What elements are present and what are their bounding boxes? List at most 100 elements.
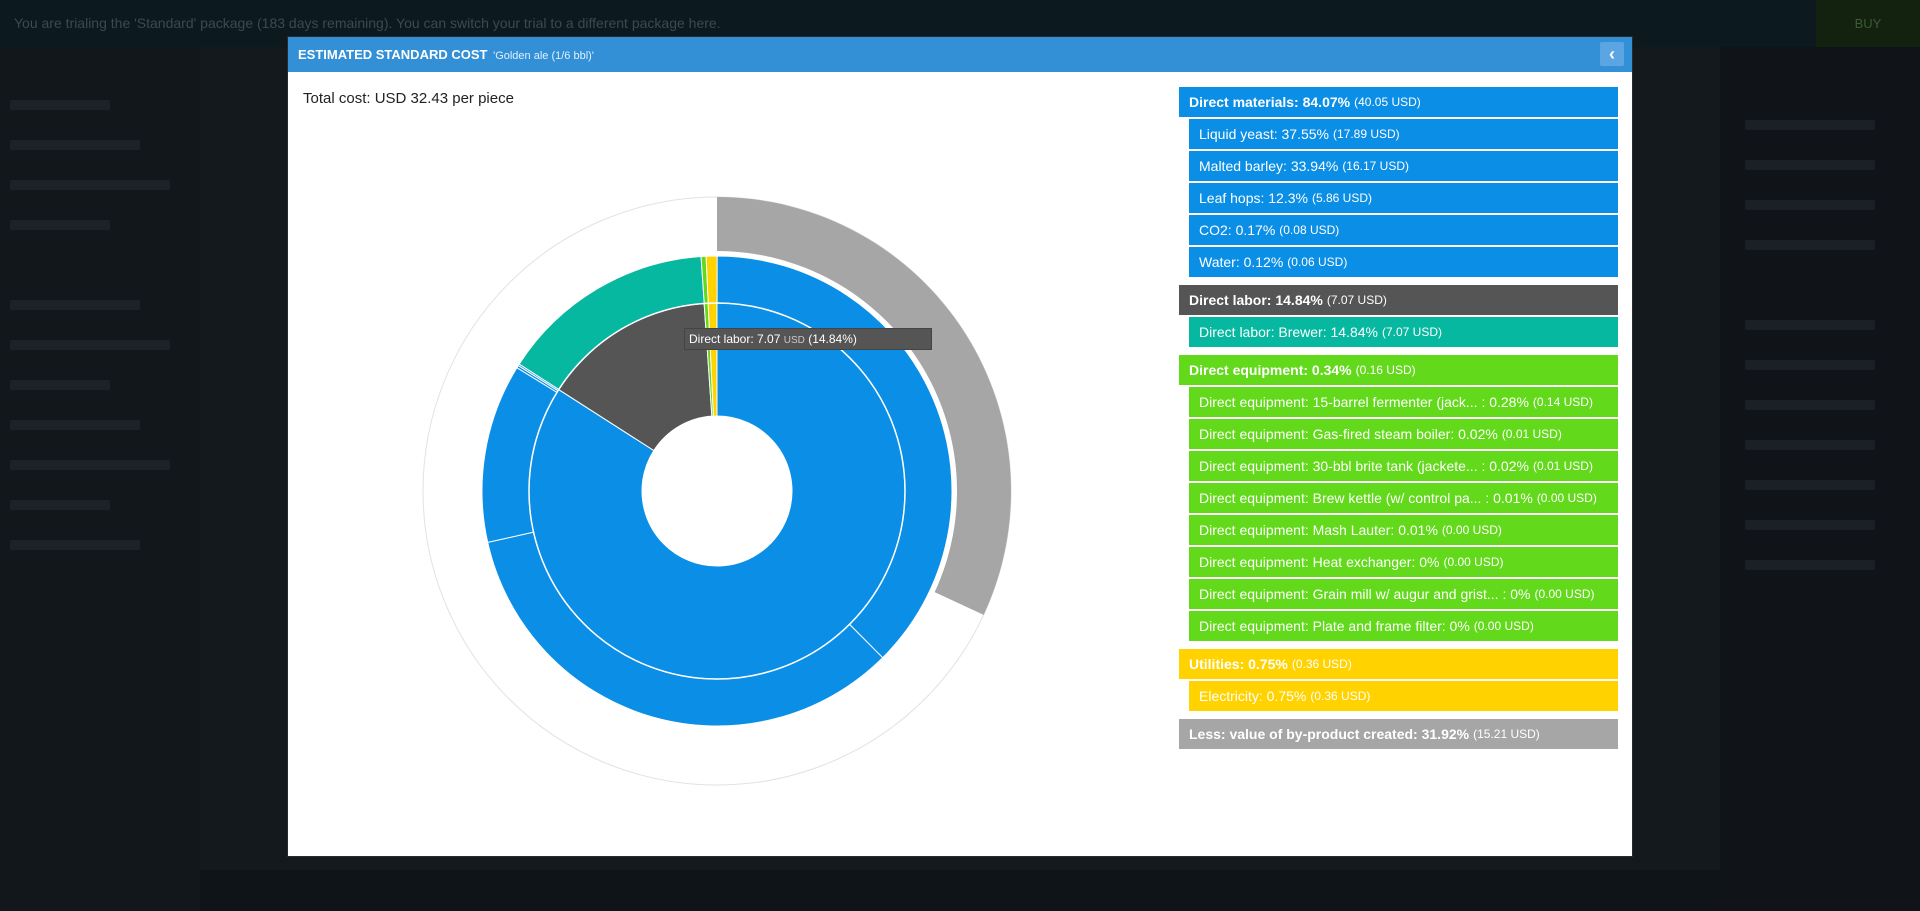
legend-item-label: Direct equipment: 15-barrel fermenter (j… xyxy=(1199,394,1529,410)
legend-item[interactable]: Direct labor: Brewer: 14.84% (7.07 USD) xyxy=(1189,317,1618,347)
legend-item[interactable]: Direct equipment: Brew kettle (w/ contro… xyxy=(1189,483,1618,513)
cost-legend: Direct materials: 84.07% (40.05 USD) Liqui… xyxy=(1179,87,1619,757)
legend-item-amount: (7.07 USD) xyxy=(1381,325,1442,339)
legend-item[interactable]: Malted barley: 33.94% (16.17 USD) xyxy=(1189,151,1618,181)
middle-ring-slice[interactable]: Electricity xyxy=(705,255,718,304)
legend-group-label: Utilities: 0.75% xyxy=(1189,656,1288,672)
legend-item[interactable]: Direct equipment: Mash Lauter: 0.01% (0.0… xyxy=(1189,515,1618,545)
background-footer xyxy=(200,870,1720,911)
legend-group-label: Less: value of by-product created: 31.92… xyxy=(1189,726,1470,742)
legend-group-amount: (0.16 USD) xyxy=(1355,363,1416,377)
legend-item-amount: (0.00 USD) xyxy=(1473,619,1534,633)
legend-item[interactable]: Electricity: 0.75% (0.36 USD) xyxy=(1189,681,1618,711)
legend-item[interactable]: Liquid yeast: 37.55% (17.89 USD) xyxy=(1189,119,1618,149)
legend-group-amount: (7.07 USD) xyxy=(1326,293,1387,307)
cost-chart-svg: Direct materialsDirect laborDirect equip… xyxy=(422,196,1012,786)
legend-item[interactable]: Direct equipment: Heat exchanger: 0% (0.0… xyxy=(1189,547,1618,577)
legend-group-label: Direct equipment: 0.34% xyxy=(1189,362,1352,378)
background-sidebar-line xyxy=(10,180,170,190)
tooltip-unit: USD xyxy=(783,335,805,346)
legend-item-label: Direct equipment: Plate and frame filter… xyxy=(1199,618,1470,634)
close-modal-button[interactable]: ‹ xyxy=(1600,42,1624,66)
modal-title-text: ESTIMATED STANDARD COST xyxy=(298,47,488,62)
standard-cost-modal: ESTIMATED STANDARD COST 'Golden ale (1/6… xyxy=(287,36,1633,857)
legend-item-amount: (0.14 USD) xyxy=(1532,395,1593,409)
legend-item[interactable]: Direct equipment: 15-barrel fermenter (j… xyxy=(1189,387,1618,417)
legend-item[interactable]: Direct equipment: 30-bbl brite tank (jac… xyxy=(1189,451,1618,481)
legend-item-amount: (16.17 USD) xyxy=(1342,159,1410,173)
cost-sunburst-chart: Direct materialsDirect laborDirect equip… xyxy=(417,191,1017,791)
legend-item-label: Malted barley: 33.94% xyxy=(1199,158,1339,174)
background-sidebar-line xyxy=(10,420,140,430)
legend-item-amount: (0.01 USD) xyxy=(1501,427,1562,441)
background-right-line xyxy=(1745,480,1875,490)
ring-separator xyxy=(528,302,906,680)
legend-group-label: Direct labor: 14.84% xyxy=(1189,292,1323,308)
legend-item-amount: (0.00 USD) xyxy=(1534,587,1595,601)
outer-ring-slice[interactable]: Less: value of by-product created xyxy=(717,197,1011,615)
legend-group-header[interactable]: Direct labor: 14.84% (7.07 USD) xyxy=(1179,285,1618,315)
legend-item-amount: (0.36 USD) xyxy=(1310,689,1371,703)
legend-item-amount: (0.00 USD) xyxy=(1536,491,1597,505)
background-right-line xyxy=(1745,400,1875,410)
legend-group-header[interactable]: Direct equipment: 0.34% (0.16 USD) xyxy=(1179,355,1618,385)
legend-item[interactable]: Direct equipment: Plate and frame filter… xyxy=(1189,611,1618,641)
legend-item-amount: (17.89 USD) xyxy=(1332,127,1400,141)
legend-item-amount: (0.00 USD) xyxy=(1443,555,1504,569)
legend-item-label: Direct equipment: 30-bbl brite tank (jac… xyxy=(1199,458,1529,474)
trial-banner-message: You are trialing the 'Standard' package … xyxy=(14,15,721,31)
legend-item-label: CO2: 0.17% xyxy=(1199,222,1276,238)
legend-item-amount: (0.00 USD) xyxy=(1441,523,1502,537)
legend-group-header[interactable]: Utilities: 0.75% (0.36 USD) xyxy=(1179,649,1618,679)
tooltip-percent: (14.84%) xyxy=(808,332,857,346)
legend-item-label: Liquid yeast: 37.55% xyxy=(1199,126,1329,142)
legend-item-label: Direct equipment: Brew kettle (w/ contro… xyxy=(1199,490,1533,506)
background-sidebar-line xyxy=(10,500,110,510)
tooltip-label: Direct labor: 7.07 xyxy=(689,332,781,346)
background-right-panel xyxy=(1720,47,1920,911)
legend-item-label: Direct equipment: Heat exchanger: 0% xyxy=(1199,554,1440,570)
background-sidebar-line xyxy=(10,340,170,350)
modal-subtitle: 'Golden ale (1/6 bbl)' xyxy=(493,50,594,62)
background-right-line xyxy=(1745,240,1875,250)
legend-group-header[interactable]: Direct materials: 84.07% (40.05 USD) xyxy=(1179,87,1618,117)
background-right-line xyxy=(1745,560,1875,570)
background-sidebar-line xyxy=(10,380,110,390)
legend-item-amount: (5.86 USD) xyxy=(1311,191,1373,205)
legend-item-label: Direct equipment: Gas-fired steam boiler… xyxy=(1199,426,1498,442)
legend-item[interactable]: Direct equipment: Gas-fired steam boiler… xyxy=(1189,419,1618,449)
legend-item-label: Direct equipment: Grain mill w/ augur an… xyxy=(1199,586,1531,602)
legend-item-label: Direct equipment: Mash Lauter: 0.01% xyxy=(1199,522,1438,538)
background-right-line xyxy=(1745,200,1875,210)
legend-item[interactable]: CO2: 0.17% (0.08 USD) xyxy=(1189,215,1618,245)
background-sidebar-line xyxy=(10,540,140,550)
background-right-line xyxy=(1745,120,1875,130)
background-right-line xyxy=(1745,160,1875,170)
legend-item[interactable]: Water: 0.12% (0.06 USD) xyxy=(1189,247,1618,277)
buy-button[interactable]: BUY xyxy=(1816,0,1920,47)
legend-item[interactable]: Direct equipment: Grain mill w/ augur an… xyxy=(1189,579,1618,609)
legend-group-amount: (40.05 USD) xyxy=(1354,95,1421,109)
background-right-line xyxy=(1745,520,1875,530)
legend-group: Utilities: 0.75% (0.36 USD) Electricity: 0… xyxy=(1179,649,1619,711)
legend-item-amount: (0.06 USD) xyxy=(1287,255,1348,269)
legend-item-label: Direct labor: Brewer: 14.84% xyxy=(1199,324,1378,340)
legend-group-label: Direct materials: 84.07% xyxy=(1189,94,1351,110)
legend-item[interactable]: Leaf hops: 12.3% (5.86 USD) xyxy=(1189,183,1618,213)
chevron-left-icon: ‹ xyxy=(1609,44,1615,64)
legend-item-label: Water: 0.12% xyxy=(1199,254,1284,270)
total-cost: Total cost: USD 32.43 per piece xyxy=(303,90,514,107)
background-sidebar xyxy=(0,47,200,911)
legend-item-amount: (0.08 USD) xyxy=(1279,223,1340,237)
legend-item-label: Leaf hops: 12.3% xyxy=(1199,190,1308,206)
background-right-line xyxy=(1745,360,1875,370)
background-sidebar-line xyxy=(10,100,110,110)
legend-group-header[interactable]: Less: value of by-product created: 31.92… xyxy=(1179,719,1618,749)
legend-group: Direct materials: 84.07% (40.05 USD) Liqui… xyxy=(1179,87,1619,277)
background-sidebar-line xyxy=(10,140,140,150)
legend-item-label: Electricity: 0.75% xyxy=(1199,688,1307,704)
background-sidebar-line xyxy=(10,300,140,310)
legend-group: Direct equipment: 0.34% (0.16 USD) Direct … xyxy=(1179,355,1619,641)
legend-group-amount: (0.36 USD) xyxy=(1291,657,1352,671)
legend-item-amount: (0.01 USD) xyxy=(1532,459,1593,473)
